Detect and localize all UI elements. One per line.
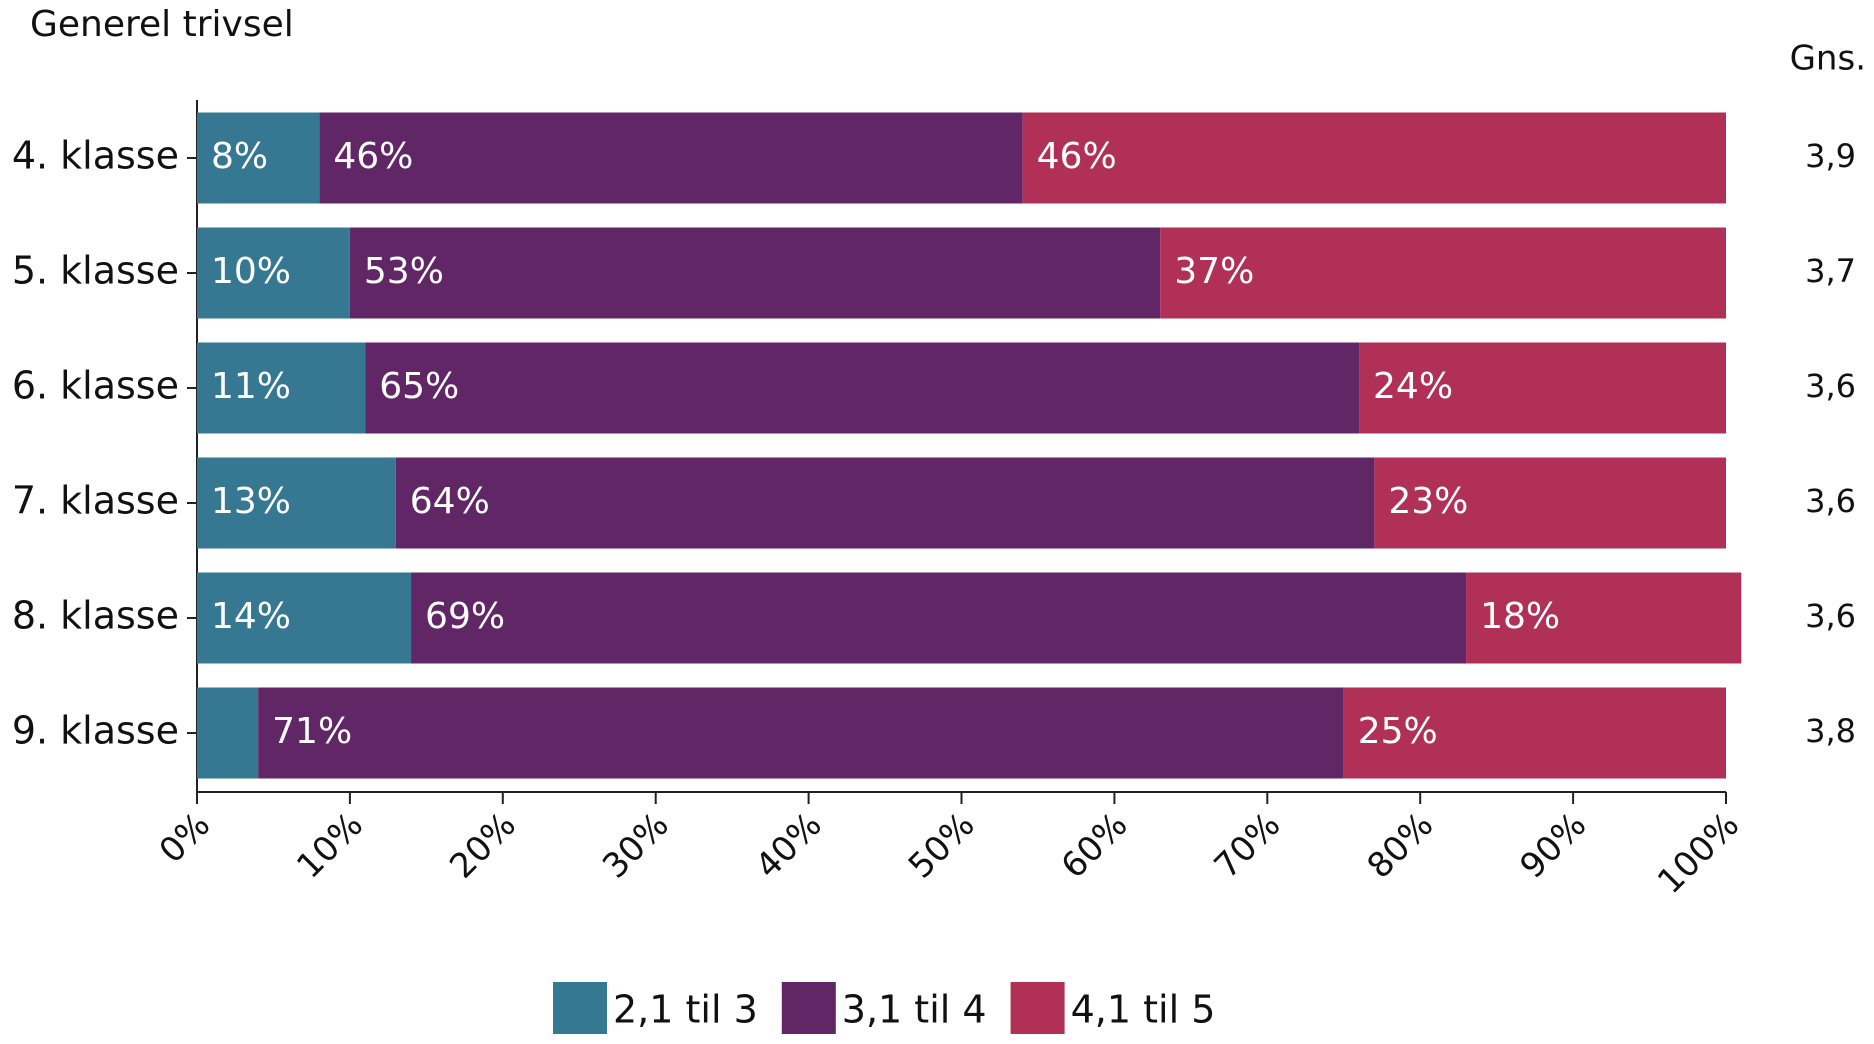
- y-tick-label: 7. klasse: [12, 479, 179, 523]
- value-label: 8%: [211, 136, 268, 177]
- legend-label: 3,1 til 4: [842, 988, 987, 1032]
- x-tick-label: 100%: [1650, 805, 1747, 902]
- bar-segment: [197, 227, 350, 319]
- bar-segment: [1343, 687, 1726, 779]
- value-label: 64%: [410, 481, 490, 522]
- average-value: 3,7: [1805, 252, 1856, 290]
- bar-segment: [395, 457, 1375, 549]
- y-tick-label: 4. klasse: [12, 134, 179, 178]
- x-tick-label: 50%: [901, 805, 983, 887]
- value-label: 18%: [1480, 596, 1560, 637]
- y-tick-label: 9. klasse: [12, 709, 179, 753]
- legend-swatch: [1010, 982, 1065, 1034]
- average-header: Gns.: [1790, 39, 1866, 79]
- value-label: 13%: [211, 481, 291, 522]
- x-tick-label: 20%: [442, 805, 524, 887]
- bar-segment: [411, 572, 1467, 664]
- bar-segment: [1466, 572, 1742, 664]
- x-tick-label: 40%: [748, 805, 830, 887]
- chart-title: Generel trivsel: [30, 4, 294, 45]
- average-value: 3,8: [1805, 712, 1856, 750]
- value-label: 65%: [379, 366, 459, 407]
- x-tick-label: 80%: [1360, 805, 1442, 887]
- x-tick-label: 60%: [1054, 805, 1136, 887]
- x-tick-label: 70%: [1207, 805, 1289, 887]
- legend-swatch: [781, 982, 836, 1034]
- value-label: 14%: [211, 596, 291, 637]
- y-tick-label: 5. klasse: [12, 249, 179, 293]
- x-tick-label: 10%: [289, 805, 371, 887]
- average-value: 3,9: [1805, 137, 1856, 175]
- bar-segment: [258, 687, 1344, 779]
- average-value: 3,6: [1805, 367, 1856, 405]
- bar-segment: [1374, 457, 1726, 549]
- average-value: 3,6: [1805, 482, 1856, 520]
- bar-segment: [197, 112, 320, 204]
- x-tick-label: 90%: [1512, 805, 1594, 887]
- y-tick-label: 8. klasse: [12, 594, 179, 638]
- value-label: 11%: [211, 366, 291, 407]
- value-label: 25%: [1358, 711, 1438, 752]
- value-label: 71%: [272, 711, 352, 752]
- value-label: 24%: [1373, 366, 1453, 407]
- average-value: 3,6: [1805, 597, 1856, 635]
- bar-segment: [1359, 342, 1726, 434]
- legend-label: 4,1 til 5: [1071, 988, 1216, 1032]
- value-label: 53%: [364, 251, 444, 292]
- value-label: 46%: [333, 136, 413, 177]
- bar-segment: [197, 687, 259, 779]
- y-tick-label: 6. klasse: [12, 364, 179, 408]
- bar-segment: [197, 342, 366, 434]
- value-label: 46%: [1037, 136, 1117, 177]
- legend-swatch: [553, 982, 607, 1034]
- bar-segment: [1160, 227, 1726, 319]
- legend-label: 2,1 til 3: [613, 988, 758, 1032]
- x-tick-label: 30%: [595, 805, 677, 887]
- x-tick-label: 0%: [152, 805, 218, 871]
- bar-segment: [197, 572, 412, 664]
- value-label: 37%: [1174, 251, 1254, 292]
- value-label: 69%: [425, 596, 505, 637]
- bar-segment: [197, 457, 396, 549]
- bar-segment: [319, 112, 1023, 204]
- bar-segment: [349, 227, 1161, 319]
- value-label: 10%: [211, 251, 291, 292]
- bar-segment: [365, 342, 1360, 434]
- bar-segment: [1022, 112, 1726, 204]
- value-label: 23%: [1388, 481, 1468, 522]
